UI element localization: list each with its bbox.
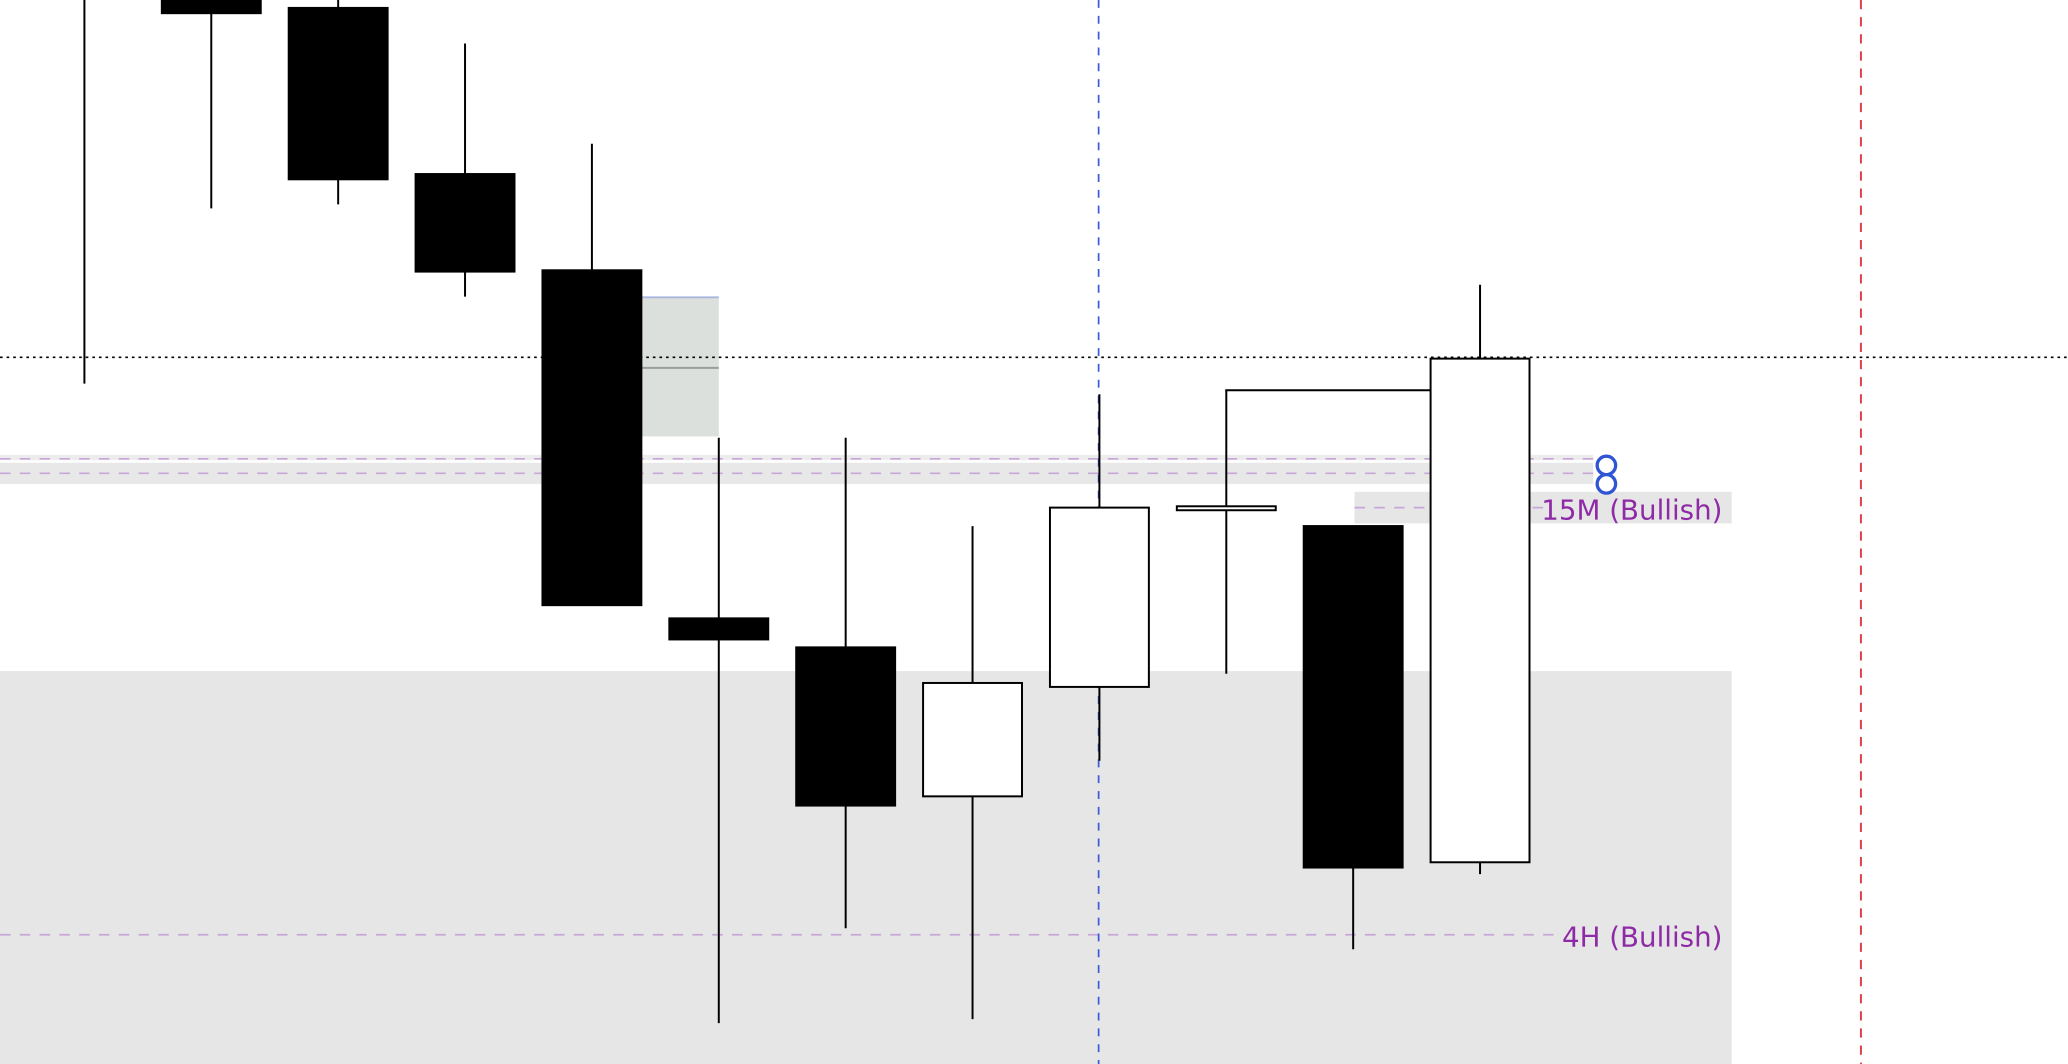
candle-body-bearish: [541, 269, 643, 607]
candle-body-bearish: [795, 646, 897, 807]
level-band-upper: [0, 454, 1594, 461]
candle-body-bullish: [1429, 357, 1531, 864]
candle-body-bearish: [668, 617, 770, 641]
candle-body-bearish: [287, 6, 389, 181]
candle: [414, 43, 516, 297]
candle-body-bearish: [414, 173, 516, 273]
candle: [1302, 525, 1404, 950]
candle-body-bearish: [1302, 525, 1404, 869]
candle-body-bullish: [1048, 506, 1150, 688]
candle-body-bullish: [1175, 505, 1277, 512]
candle-body-bullish: [922, 681, 1023, 798]
level-label-4h: 4H (Bullish): [1562, 921, 1722, 954]
candle: [1048, 394, 1150, 761]
candle: [1429, 284, 1531, 875]
candle: [287, 0, 389, 205]
candle-body-bearish: [160, 0, 262, 15]
level-label-15m: 15M (Bullish): [1541, 493, 1722, 526]
candle: [795, 437, 897, 929]
candle: [668, 437, 770, 1024]
drag-handle-icon[interactable]: [1595, 454, 1618, 495]
fvg-box: [640, 296, 719, 437]
candle: [160, 0, 262, 209]
candle: [541, 143, 643, 607]
candle: [922, 526, 1023, 1020]
candle: [1175, 390, 1277, 674]
